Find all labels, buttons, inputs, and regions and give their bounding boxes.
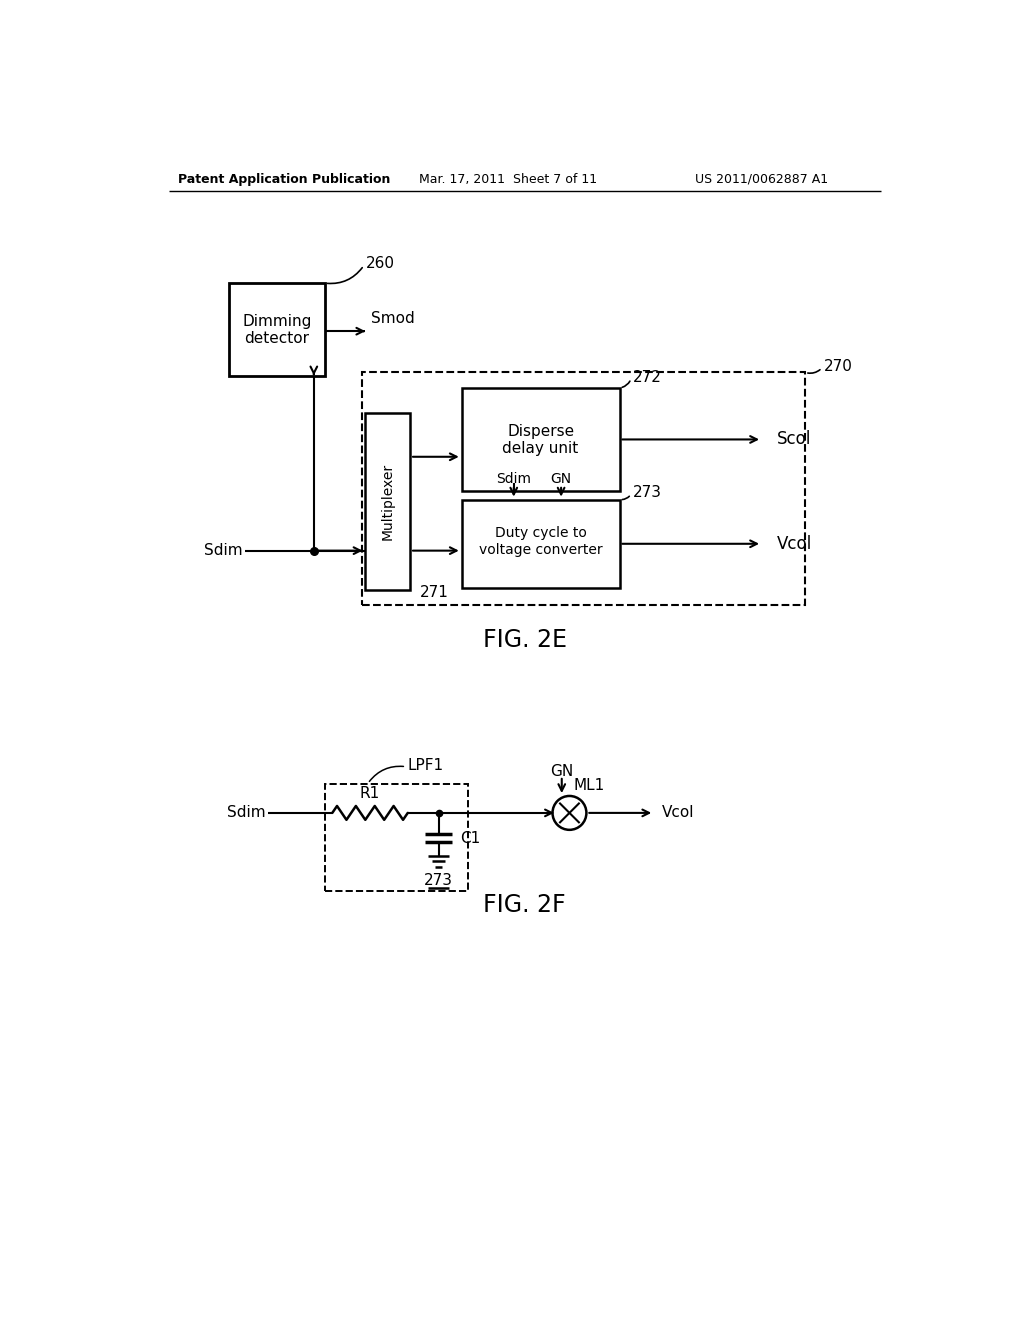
Bar <box>326 784 468 891</box>
Text: 272: 272 <box>633 370 662 384</box>
Text: 273: 273 <box>633 484 662 500</box>
Text: R1: R1 <box>359 787 380 801</box>
Text: Dimming: Dimming <box>242 314 311 329</box>
Text: 271: 271 <box>420 585 449 601</box>
Text: Disperse: Disperse <box>507 424 574 440</box>
Bar <box>366 413 410 590</box>
Text: Patent Application Publication: Patent Application Publication <box>178 173 391 186</box>
Text: ML1: ML1 <box>573 777 604 793</box>
Text: Duty cycle to: Duty cycle to <box>495 525 587 540</box>
Text: GN: GN <box>550 764 573 779</box>
Text: C1: C1 <box>460 830 480 846</box>
Text: delay unit: delay unit <box>503 441 579 457</box>
Text: Sdim: Sdim <box>204 543 243 558</box>
Bar <box>462 388 620 491</box>
Text: Smod: Smod <box>371 312 415 326</box>
Text: Vcol: Vcol <box>777 535 813 553</box>
Text: Mar. 17, 2011  Sheet 7 of 11: Mar. 17, 2011 Sheet 7 of 11 <box>419 173 597 186</box>
Text: LPF1: LPF1 <box>408 758 443 772</box>
Bar <box>229 284 325 376</box>
Bar <box>361 372 805 605</box>
Text: 273: 273 <box>424 873 453 888</box>
Text: Sdim: Sdim <box>497 473 531 487</box>
Text: 260: 260 <box>366 256 394 272</box>
Text: Scol: Scol <box>777 430 812 449</box>
Text: Sdim: Sdim <box>226 805 265 821</box>
Text: 270: 270 <box>823 359 852 374</box>
Text: voltage converter: voltage converter <box>479 543 602 557</box>
Bar <box>462 499 620 589</box>
Text: GN: GN <box>551 473 571 487</box>
Text: FIG. 2E: FIG. 2E <box>482 627 567 652</box>
Text: detector: detector <box>245 331 309 346</box>
Text: US 2011/0062887 A1: US 2011/0062887 A1 <box>695 173 828 186</box>
Text: Vcol: Vcol <box>662 805 694 821</box>
Text: Multiplexer: Multiplexer <box>381 462 394 540</box>
Text: FIG. 2F: FIG. 2F <box>483 894 566 917</box>
